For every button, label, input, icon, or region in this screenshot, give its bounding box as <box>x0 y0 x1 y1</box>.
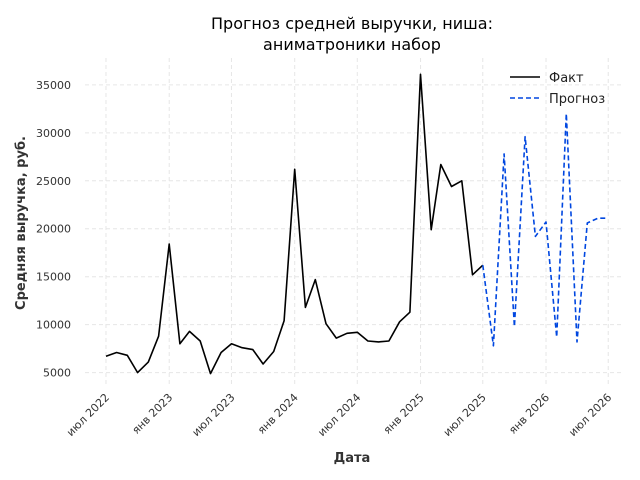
chart-title-line-1: Прогноз средней выручки, ниша: <box>211 14 493 33</box>
y-tick-label: 10000 <box>36 319 71 332</box>
y-tick-label: 30000 <box>36 127 71 140</box>
series-line-fact <box>105 73 484 375</box>
grid <box>85 58 622 387</box>
x-tick-label: июл 2025 <box>441 391 489 439</box>
x-axis-label: Дата <box>334 451 371 466</box>
series-line-forecast <box>482 112 609 347</box>
y-tick-label: 15000 <box>36 271 71 284</box>
x-tick-label: июл 2024 <box>315 391 363 439</box>
y-tick-label: 5000 <box>43 367 71 380</box>
chart-title-line-2: аниматроники набор <box>263 35 441 54</box>
x-tick-label: янв 2025 <box>381 391 427 437</box>
series-layer <box>105 73 609 375</box>
x-tick-label: янв 2026 <box>506 391 552 437</box>
y-tick-label: 35000 <box>36 79 71 92</box>
x-tick-label: июл 2023 <box>190 391 238 439</box>
x-tick-label: июл 2022 <box>64 391 112 439</box>
y-tick-label: 25000 <box>36 175 71 188</box>
x-tick-label: июл 2026 <box>566 391 614 439</box>
legend: Факт Прогноз <box>510 71 605 107</box>
legend-label-fact: Факт <box>549 71 584 86</box>
x-tick-label: янв 2024 <box>255 391 301 437</box>
x-tick-label: янв 2023 <box>130 391 176 437</box>
y-tick-label: 20000 <box>36 223 71 236</box>
legend-label-forecast: Прогноз <box>549 92 605 107</box>
y-axis-label: Средняя выручка, руб. <box>14 136 29 310</box>
